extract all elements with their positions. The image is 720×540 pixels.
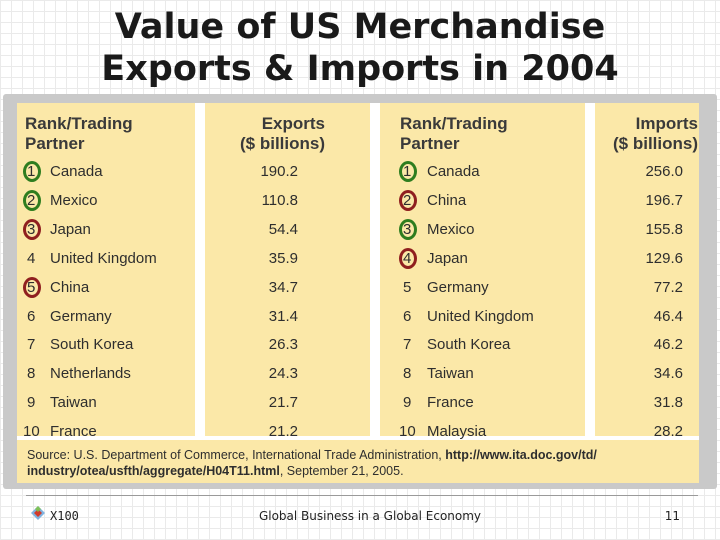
exports-partner: Netherlands [50, 365, 131, 383]
imports-partner: Germany [427, 278, 489, 296]
exports-value: 110.8 [261, 191, 298, 209]
imports-rank: 9 [403, 394, 412, 412]
imports-partner: Taiwan [427, 365, 474, 383]
exports-partner: France [50, 423, 97, 441]
imports-partner: Canada [427, 163, 480, 180]
exports-partner: Germany [50, 307, 112, 325]
imports-value: 77.2 [653, 278, 683, 296]
imports-rank: 7 [403, 336, 412, 354]
exports-partner: South Korea [50, 336, 134, 354]
exports-rank-header: Rank/Trading Partner [25, 114, 133, 153]
exports-rank: 10 [23, 423, 40, 441]
exports-value: 190.2 [260, 163, 298, 180]
source-url-continued: industry/otea/usfth/aggregate/H04T11.htm… [27, 464, 280, 478]
page-number: 11 [664, 509, 680, 523]
slide-title: Value of US Merchandise Exports & Import… [0, 6, 720, 90]
rank-highlight-circle [23, 218, 41, 240]
exports-rank: 3 [27, 220, 36, 238]
exports-value: 34.7 [268, 278, 298, 296]
imports-value: 196.7 [645, 191, 683, 209]
exports-value: 24.3 [268, 365, 298, 383]
imports-partner: Malaysia [427, 423, 487, 441]
imports-value: 34.6 [653, 365, 683, 383]
rank-highlight-circle [399, 189, 417, 211]
title-line-1: Value of US Merchandise [114, 7, 606, 47]
exports-partner: Mexico [50, 191, 98, 209]
source-text: Source: U.S. Department of Commerce, Int… [27, 448, 446, 462]
exports-value: 35.9 [268, 249, 298, 267]
exports-rank: 2 [27, 191, 36, 209]
exports-rank: 9 [27, 394, 36, 412]
exports-value: 26.3 [268, 336, 298, 354]
imports-value-header: Imports ($ billions) [613, 114, 698, 153]
source-url: http://www.ita.doc.gov/td/ [445, 448, 597, 462]
imports-partner: China [427, 191, 467, 209]
exports-rank: 7 [27, 336, 36, 354]
rank-highlight-circle [399, 247, 417, 269]
exports-rank: 8 [27, 365, 36, 383]
title-line-2: Exports & Imports in 2004 [101, 49, 619, 89]
imports-value: 129.6 [645, 249, 683, 267]
imports-rank: 2 [403, 191, 412, 209]
diamond-logo-icon [31, 506, 45, 520]
source-date: , September 21, 2005. [279, 464, 404, 478]
rank-highlight-circle [23, 276, 41, 298]
imports-rank: 10 [399, 423, 416, 441]
footer-divider [26, 495, 698, 496]
rank-highlight-circle [399, 161, 417, 182]
rank-highlight-circle [23, 161, 41, 182]
exports-value: 54.4 [268, 220, 298, 238]
source-note: Source: U.S. Department of Commerce, Int… [27, 447, 687, 479]
imports-value: 256.0 [645, 163, 683, 180]
imports-value: 46.2 [653, 336, 683, 354]
imports-value: 31.8 [653, 394, 683, 412]
imports-rank-header: Rank/Trading Partner [400, 114, 508, 153]
imports-partner: United Kingdom [427, 307, 534, 325]
exports-partner: Canada [50, 163, 103, 180]
rank-highlight-circle [23, 189, 41, 211]
column-separator [585, 103, 595, 437]
imports-rank: 5 [403, 278, 412, 296]
exports-rank: 1 [27, 163, 36, 180]
imports-partner: Mexico [427, 220, 475, 238]
imports-value: 155.8 [645, 220, 683, 238]
imports-rank: 3 [403, 220, 412, 238]
imports-rank: 1 [403, 163, 412, 180]
exports-partner: United Kingdom [50, 249, 157, 267]
imports-partner: South Korea [427, 336, 511, 354]
exports-rank: 6 [27, 307, 36, 325]
table-bottom-separator [17, 436, 699, 440]
exports-rank: 5 [27, 278, 36, 296]
imports-rank: 4 [403, 249, 412, 267]
footer-course-title: Global Business in a Global Economy [258, 509, 482, 523]
exports-value: 21.2 [268, 423, 298, 441]
trade-table [17, 103, 699, 483]
exports-partner: Japan [50, 220, 91, 238]
imports-rank: 6 [403, 307, 412, 325]
exports-partner: China [50, 278, 90, 296]
exports-value-header: Exports ($ billions) [240, 114, 325, 153]
imports-partner: France [427, 394, 474, 412]
footer-course-code: X100 [50, 509, 79, 523]
imports-rank: 8 [403, 365, 412, 383]
rank-highlight-circle [399, 218, 417, 240]
exports-value: 21.7 [268, 394, 298, 412]
imports-value: 28.2 [653, 423, 683, 441]
exports-partner: Taiwan [50, 394, 97, 412]
exports-rank: 4 [27, 249, 36, 267]
column-separator [370, 103, 380, 437]
column-separator [195, 103, 205, 437]
exports-value: 31.4 [268, 307, 298, 325]
imports-partner: Japan [427, 249, 468, 267]
imports-value: 46.4 [653, 307, 683, 325]
